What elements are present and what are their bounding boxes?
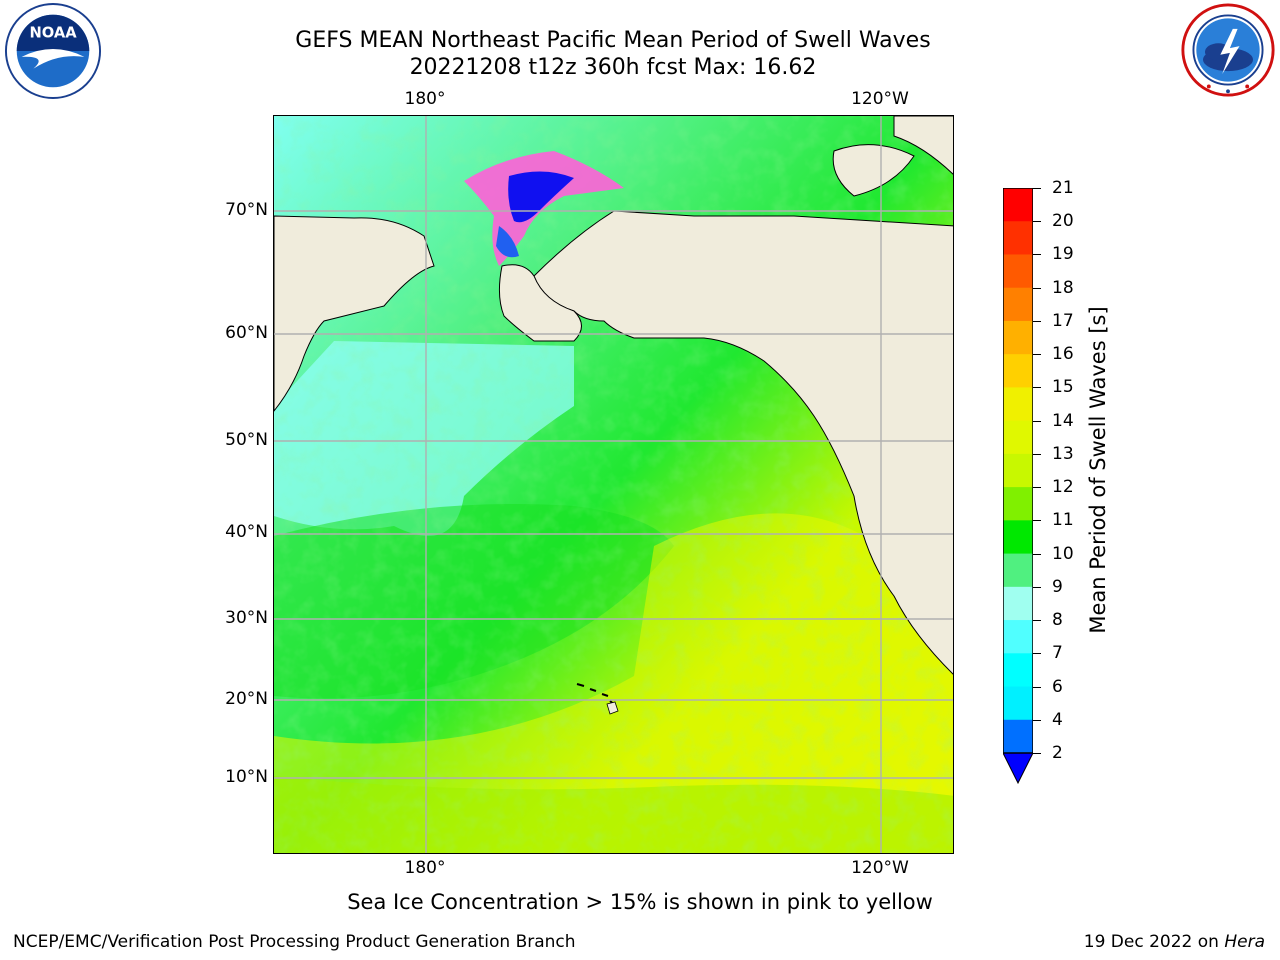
colorbar-tick-mark	[1033, 320, 1041, 322]
lat-label-20n: 20°N	[225, 689, 268, 709]
lat-label-70n: 70°N	[225, 200, 268, 220]
colorbar-segment	[1003, 221, 1033, 255]
lat-label-40n: 40°N	[225, 522, 268, 542]
colorbar-tick-label: 8	[1052, 610, 1063, 631]
colorbar-extend-triangle	[1003, 752, 1033, 785]
colorbar-tick-label: 14	[1052, 410, 1074, 431]
colorbar-tick-label: 6	[1052, 676, 1063, 697]
colorbar-segment	[1003, 287, 1033, 322]
chart-subtitle: 20221208 t12z 360h fcst Max: 16.62	[409, 55, 817, 80]
colorbar-tick-mark	[1033, 254, 1041, 256]
colorbar-segment	[1003, 420, 1033, 455]
colorbar-segment	[1003, 453, 1033, 488]
sea-ice-note: Sea Ice Concentration > 15% is shown in …	[347, 890, 933, 914]
colorbar-tick-mark	[1033, 686, 1041, 688]
lon-label-top-120w: 120°W	[851, 89, 909, 109]
footer-date: 19 Dec 2022 on Hera	[1084, 932, 1265, 952]
colorbar-tick-mark	[1033, 221, 1041, 223]
colorbar-tick-label: 20	[1052, 211, 1074, 232]
colorbar-tick-label: 2	[1052, 743, 1063, 763]
colorbar-tick-label: 16	[1052, 344, 1074, 365]
colorbar-segment	[1003, 387, 1033, 422]
colorbar-tick-mark	[1033, 487, 1041, 489]
lat-label-60n: 60°N	[225, 323, 268, 343]
colorbar-segment	[1003, 188, 1033, 222]
colorbar-tick-mark	[1033, 287, 1041, 289]
colorbar	[1003, 188, 1033, 785]
colorbar-tick-label: 15	[1052, 377, 1074, 398]
colorbar-tick-mark	[1033, 586, 1041, 588]
colorbar-frame	[1003, 188, 1033, 754]
colorbar-tick-label: 11	[1052, 510, 1074, 531]
colorbar-segment	[1003, 320, 1033, 355]
lon-label-top-180: 180°	[404, 89, 446, 109]
colorbar-tick-mark	[1033, 553, 1041, 555]
colorbar-tick-label: 17	[1052, 310, 1074, 331]
colorbar-segment	[1003, 653, 1033, 688]
colorbar-tick-mark	[1033, 453, 1041, 455]
colorbar-label: Mean Period of Swell Waves [s]	[1086, 306, 1110, 634]
nws-logo-icon	[1181, 3, 1275, 97]
colorbar-tick-mark	[1033, 653, 1041, 655]
colorbar-segment	[1003, 487, 1033, 521]
lon-label-bottom-180: 180°	[404, 858, 446, 878]
colorbar-tick-mark	[1033, 753, 1041, 754]
colorbar-segment	[1003, 620, 1033, 654]
colorbar-tick-mark	[1033, 354, 1041, 356]
footer-credit: NCEP/EMC/Verification Post Processing Pr…	[13, 932, 576, 952]
colorbar-tick-mark	[1033, 520, 1041, 522]
map-canvas	[274, 116, 953, 853]
colorbar-tick-label: 4	[1052, 709, 1063, 730]
graticule	[274, 116, 953, 853]
swell-period-map	[273, 115, 954, 854]
lat-label-30n: 30°N	[225, 608, 268, 628]
noaa-logo-text: NOAA	[29, 24, 77, 41]
colorbar-segment	[1003, 354, 1033, 388]
colorbar-tick-mark	[1033, 387, 1041, 389]
colorbar-segment	[1003, 553, 1033, 588]
lat-label-10n: 10°N	[225, 767, 268, 787]
lat-label-50n: 50°N	[225, 430, 268, 450]
chart-title: GEFS MEAN Northeast Pacific Mean Period …	[295, 28, 931, 53]
colorbar-tick-label: 19	[1052, 244, 1074, 265]
colorbar-tick-label: 10	[1052, 543, 1074, 564]
footer-host: Hera	[1224, 932, 1265, 952]
colorbar-tick-label: 13	[1052, 443, 1074, 464]
colorbar-tick-label: 9	[1052, 576, 1063, 597]
colorbar-segment	[1003, 520, 1033, 555]
noaa-logo-icon: NOAA	[4, 2, 102, 100]
colorbar-tick-mark	[1033, 620, 1041, 622]
colorbar-tick-mark	[1033, 420, 1041, 422]
lon-label-bottom-120w: 120°W	[851, 858, 909, 878]
footer-date-text: 19 Dec 2022 on	[1083, 932, 1225, 952]
colorbar-tick-mark	[1033, 719, 1041, 721]
colorbar-tick-label: 21	[1052, 178, 1074, 198]
colorbar-segment	[1003, 586, 1033, 621]
colorbar-tick-label: 12	[1052, 477, 1074, 498]
colorbar-tick-label: 18	[1052, 277, 1074, 298]
colorbar-tick-label: 7	[1052, 643, 1063, 664]
colorbar-tick-mark	[1033, 188, 1041, 189]
colorbar-segment	[1003, 719, 1033, 754]
colorbar-segment	[1003, 254, 1033, 289]
colorbar-segment	[1003, 686, 1033, 721]
